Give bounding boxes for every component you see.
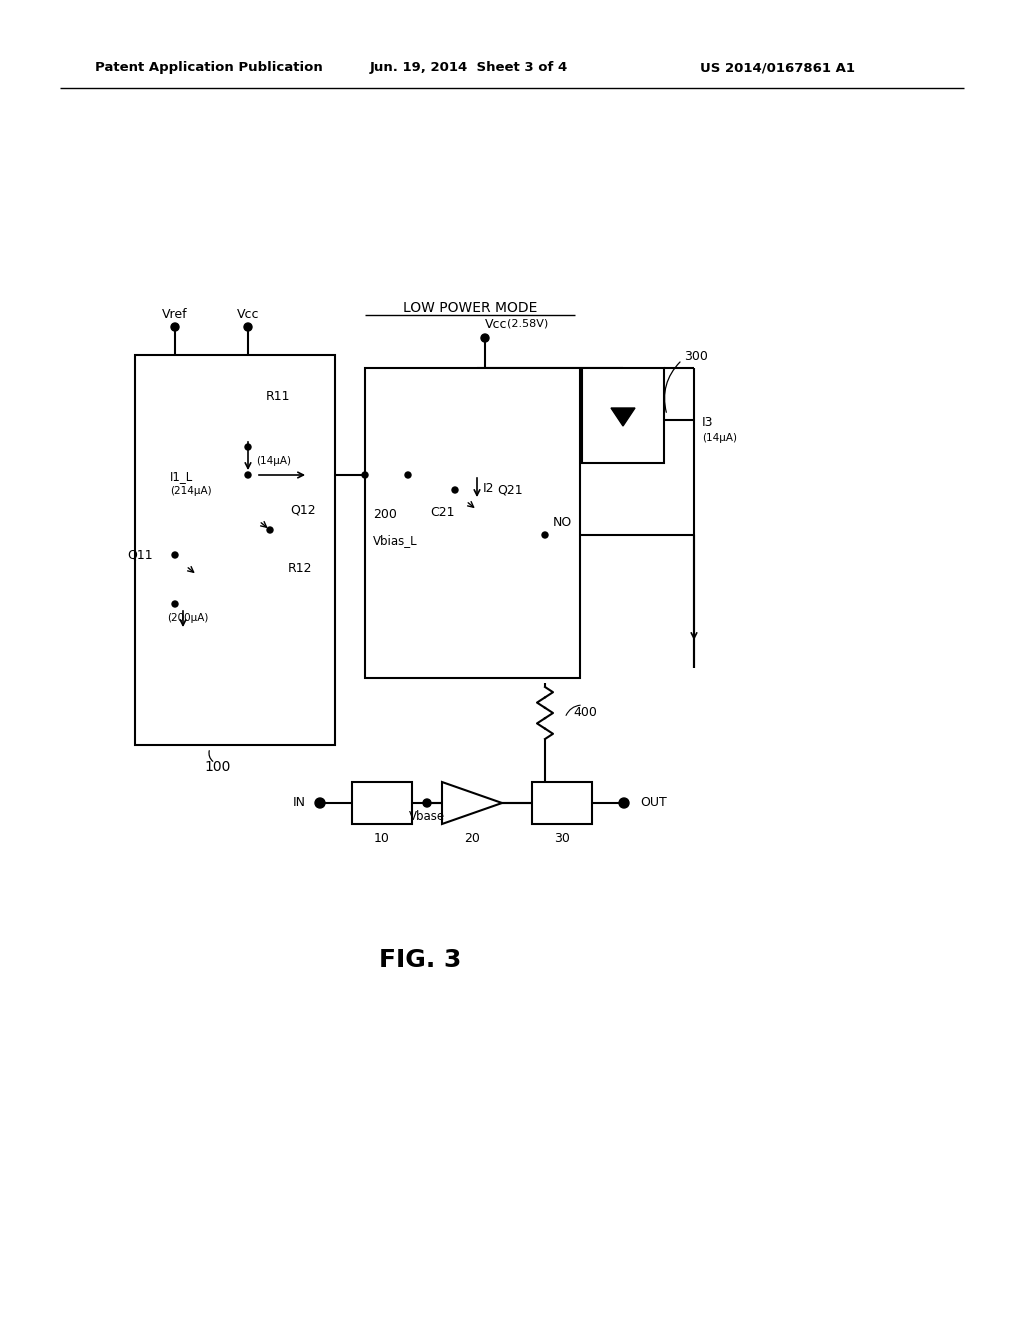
Bar: [352, 781, 412, 824]
Text: 30: 30: [554, 833, 570, 846]
Text: (2.58V): (2.58V): [507, 319, 548, 329]
Text: 200: 200: [373, 508, 397, 521]
Polygon shape: [611, 408, 635, 426]
Polygon shape: [442, 781, 502, 824]
Text: Jun. 19, 2014  Sheet 3 of 4: Jun. 19, 2014 Sheet 3 of 4: [370, 62, 568, 74]
Text: Q12: Q12: [290, 503, 315, 516]
Bar: [135, 355, 335, 744]
Text: Vc_L: Vc_L: [370, 455, 398, 469]
Text: Vref: Vref: [162, 309, 187, 322]
Circle shape: [618, 799, 629, 808]
Circle shape: [542, 532, 548, 539]
Circle shape: [171, 323, 179, 331]
Circle shape: [481, 334, 489, 342]
Text: NO: NO: [553, 516, 572, 528]
Text: OUT: OUT: [640, 796, 667, 809]
Text: 300: 300: [684, 350, 708, 363]
Text: IN: IN: [293, 796, 306, 809]
Text: Vcc: Vcc: [237, 309, 259, 322]
Text: Vbias_L: Vbias_L: [373, 535, 418, 548]
Circle shape: [244, 323, 252, 331]
Bar: [532, 781, 592, 824]
Circle shape: [452, 487, 458, 492]
Circle shape: [245, 473, 251, 478]
Text: Vbase: Vbase: [409, 810, 445, 824]
Text: I2: I2: [483, 482, 495, 495]
Text: LOW POWER MODE: LOW POWER MODE: [402, 301, 538, 315]
Text: R12: R12: [288, 561, 312, 574]
Text: (200μA): (200μA): [167, 612, 208, 623]
Circle shape: [172, 552, 178, 558]
Circle shape: [423, 799, 431, 807]
Circle shape: [406, 473, 411, 478]
Text: 100: 100: [205, 760, 231, 774]
Bar: [365, 368, 580, 678]
Text: Q11: Q11: [127, 549, 153, 561]
Bar: [582, 368, 664, 463]
Circle shape: [267, 527, 273, 533]
Circle shape: [362, 473, 368, 478]
Text: Q21: Q21: [497, 483, 522, 496]
Circle shape: [172, 601, 178, 607]
Text: (214μA): (214μA): [170, 486, 212, 496]
Circle shape: [245, 444, 251, 450]
Text: Patent Application Publication: Patent Application Publication: [95, 62, 323, 74]
Text: Vcc: Vcc: [485, 318, 508, 330]
Text: US 2014/0167861 A1: US 2014/0167861 A1: [700, 62, 855, 74]
Text: 10: 10: [374, 833, 390, 846]
Text: I3: I3: [702, 417, 714, 429]
Text: C21: C21: [430, 506, 455, 519]
Text: (14μA): (14μA): [256, 455, 291, 466]
Text: (14μA): (14μA): [702, 433, 737, 444]
Text: I1_L: I1_L: [170, 470, 194, 483]
Circle shape: [315, 799, 325, 808]
Text: 400: 400: [573, 706, 597, 719]
Text: R11: R11: [266, 389, 291, 403]
Text: 20: 20: [464, 833, 480, 846]
Text: FIG. 3: FIG. 3: [379, 948, 461, 972]
